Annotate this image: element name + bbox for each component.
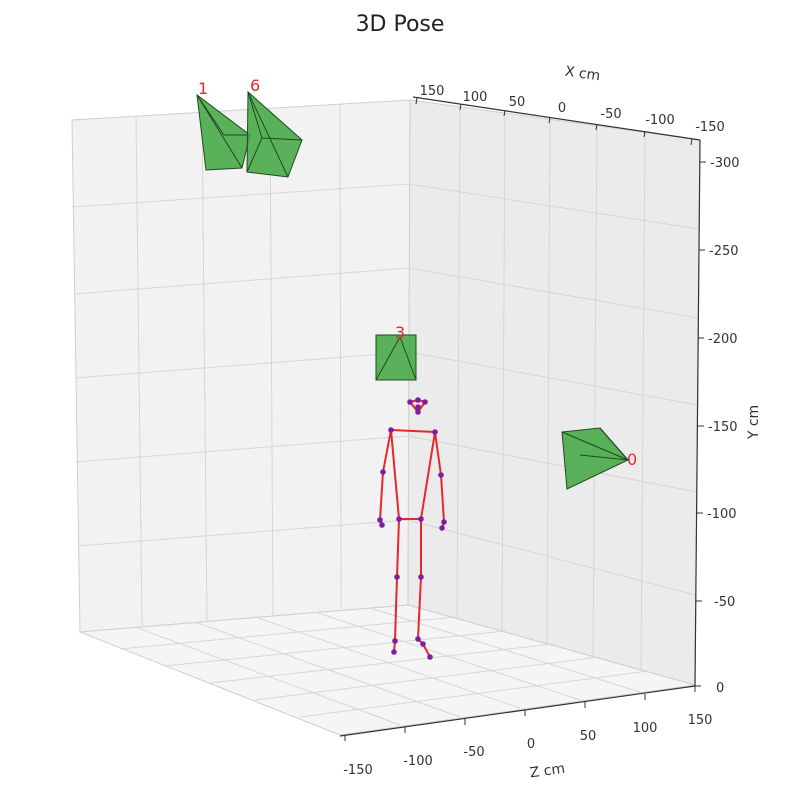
skeleton-joint — [415, 397, 421, 403]
y-tick-labels: -300 -250 -200 -150 -100 -50 0 — [707, 156, 740, 696]
y-tick-label: -200 — [708, 332, 738, 347]
skeleton-bone — [434, 431, 442, 476]
skeleton-joints — [377, 397, 447, 660]
skeleton-joint — [415, 636, 421, 642]
z-tick-label: 150 — [688, 713, 713, 728]
z-tick-label: 0 — [527, 737, 535, 752]
right-pane — [407, 99, 701, 686]
z-tick-label: -50 — [463, 745, 484, 760]
left-pane — [71, 99, 411, 633]
x-tick-label: 0 — [558, 101, 566, 116]
x-tick-label: -100 — [645, 113, 675, 128]
skeleton-bone — [420, 431, 436, 520]
camera-label: 3 — [395, 323, 405, 342]
skeleton-bone — [390, 429, 436, 433]
y-tick-label: -250 — [709, 244, 739, 259]
x-tick-labels: 150 100 50 0 -50 -100 -150 — [420, 84, 725, 135]
x-axis-label: X cm — [564, 64, 601, 85]
x-tick-label: -50 — [600, 107, 621, 122]
y-tick-label: -150 — [708, 420, 738, 435]
y-tick-label: 0 — [716, 681, 724, 696]
y-axis-label: Y cm — [746, 405, 762, 440]
skeleton-joint — [380, 469, 386, 475]
x-tick-label: 150 — [420, 84, 445, 99]
y-axis-line — [694, 139, 701, 687]
skeleton-joint — [415, 404, 421, 410]
x-tick-label: 100 — [463, 90, 488, 105]
skeleton-bone — [417, 576, 422, 640]
z-tick-label: 100 — [633, 721, 658, 736]
y-tick-label: -100 — [707, 507, 737, 522]
skeleton-bone — [396, 518, 400, 578]
skeleton-bone — [390, 429, 400, 520]
skeleton-joint — [432, 429, 438, 435]
z-tick-label: -100 — [403, 754, 433, 769]
skeleton-joint — [439, 525, 445, 531]
chart-title: 3D Pose — [355, 12, 445, 37]
camera-0 — [561, 427, 629, 490]
skeleton-joint — [394, 574, 400, 580]
grid-lines — [71, 103, 700, 726]
skeleton-joint — [438, 472, 444, 478]
camera-label: 6 — [250, 76, 260, 95]
skeleton-joint — [379, 522, 385, 528]
skeleton-joint — [420, 641, 426, 647]
skeleton-joint — [418, 516, 424, 522]
skeleton-joint — [407, 399, 413, 405]
camera-3 — [375, 334, 417, 381]
skeleton-bone — [394, 576, 398, 642]
skeleton-joint — [422, 399, 428, 405]
skeleton-bone — [382, 429, 392, 473]
y-tick-label: -50 — [714, 595, 735, 610]
z-tick-label: 50 — [580, 729, 597, 744]
skeleton-joint — [377, 517, 383, 523]
skeleton-bone — [379, 471, 384, 521]
z-axis-label: Z cm — [529, 761, 566, 782]
skeleton-joint — [391, 649, 397, 655]
camera-6 — [246, 90, 303, 178]
tick-marks — [344, 97, 706, 741]
skeleton-joint — [396, 516, 402, 522]
skeleton-joint — [418, 574, 424, 580]
z-tick-label: -150 — [343, 763, 373, 778]
camera-label: 0 — [627, 450, 637, 469]
skeleton-joint — [392, 638, 398, 644]
skeleton-joint — [441, 519, 447, 525]
z-tick-labels: -150 -100 -50 0 50 100 150 — [343, 713, 712, 778]
x-tick-label: -150 — [695, 120, 725, 135]
camera-label: 1 — [198, 79, 208, 98]
skeleton-joint — [388, 427, 394, 433]
skeleton-bones — [379, 399, 445, 658]
skeleton-joint — [427, 654, 433, 660]
z-axis-line — [339, 685, 696, 737]
skeleton-bone — [440, 474, 445, 523]
skeleton-joint — [415, 409, 421, 415]
y-tick-label: -300 — [710, 156, 740, 171]
x-tick-label: 50 — [509, 95, 526, 110]
camera-1 — [196, 93, 251, 171]
